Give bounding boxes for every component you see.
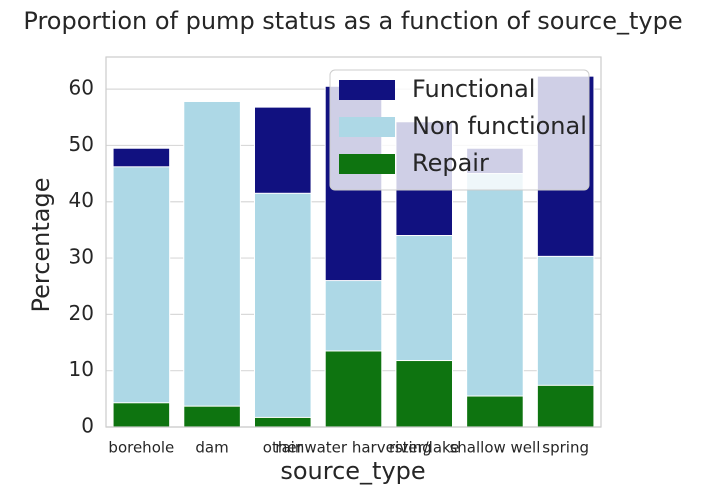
x-tick-label: rainwater harvesting xyxy=(275,439,431,457)
x-tick-label: dam xyxy=(195,439,228,457)
x-tick-label: borehole xyxy=(108,439,174,457)
y-tick-label: 60 xyxy=(69,76,94,100)
bar xyxy=(183,100,241,428)
bar xyxy=(112,166,171,428)
bar xyxy=(254,416,312,428)
legend-label: Non functional xyxy=(412,112,587,140)
legend-swatch xyxy=(339,80,395,100)
plot-frame xyxy=(105,56,602,428)
legend-swatch xyxy=(339,154,395,174)
y-tick-label: 50 xyxy=(69,132,94,156)
x-tick-label: river/lake xyxy=(389,439,459,457)
bar xyxy=(324,350,383,428)
y-tick-label: 10 xyxy=(69,357,94,381)
y-tick-label: 20 xyxy=(69,301,94,325)
bar xyxy=(254,192,312,428)
legend-swatch xyxy=(339,117,395,137)
x-tick-label: spring xyxy=(542,439,589,457)
y-tick-label: 40 xyxy=(69,188,94,212)
legend-label: Functional xyxy=(412,75,535,103)
x-axis-label: source_type xyxy=(280,457,425,485)
y-tick-label: 0 xyxy=(81,414,94,438)
legend-label: Repair xyxy=(412,149,489,177)
bar xyxy=(466,173,524,428)
bar xyxy=(395,360,453,428)
bar xyxy=(466,395,524,428)
bar xyxy=(183,405,241,428)
x-tick-label: other xyxy=(263,439,304,457)
x-tick-label: shallow well xyxy=(449,439,540,457)
y-tick-label: 30 xyxy=(69,245,94,269)
bar xyxy=(112,402,171,428)
chart-title: Proportion of pump status as a function … xyxy=(23,7,682,35)
y-axis-label: Percentage xyxy=(27,177,55,312)
bar xyxy=(536,384,595,428)
